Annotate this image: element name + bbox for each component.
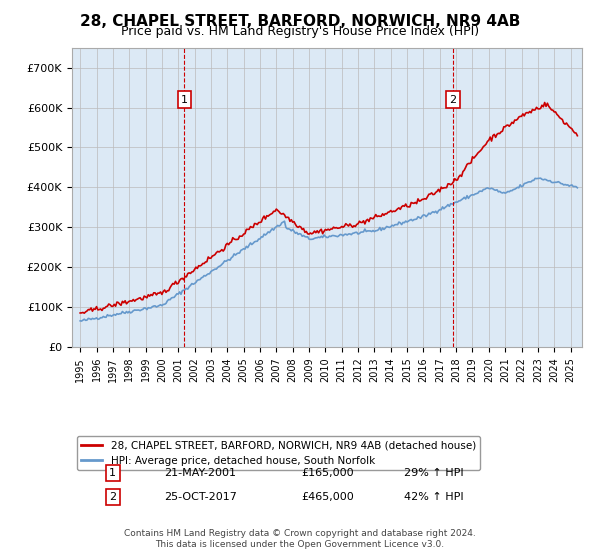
Text: Contains HM Land Registry data © Crown copyright and database right 2024.
This d: Contains HM Land Registry data © Crown c…	[124, 529, 476, 549]
Text: 28, CHAPEL STREET, BARFORD, NORWICH, NR9 4AB: 28, CHAPEL STREET, BARFORD, NORWICH, NR9…	[80, 14, 520, 29]
Text: £465,000: £465,000	[302, 492, 354, 502]
Text: £165,000: £165,000	[302, 468, 354, 478]
Text: 29% ↑ HPI: 29% ↑ HPI	[404, 468, 463, 478]
Text: 2: 2	[449, 95, 457, 105]
Legend: 28, CHAPEL STREET, BARFORD, NORWICH, NR9 4AB (detached house), HPI: Average pric: 28, CHAPEL STREET, BARFORD, NORWICH, NR9…	[77, 436, 480, 470]
Text: 25-OCT-2017: 25-OCT-2017	[164, 492, 236, 502]
Text: 1: 1	[109, 468, 116, 478]
Text: 21-MAY-2001: 21-MAY-2001	[164, 468, 236, 478]
Text: 42% ↑ HPI: 42% ↑ HPI	[404, 492, 463, 502]
Text: 2: 2	[109, 492, 116, 502]
Text: Price paid vs. HM Land Registry's House Price Index (HPI): Price paid vs. HM Land Registry's House …	[121, 25, 479, 38]
Text: 1: 1	[181, 95, 188, 105]
